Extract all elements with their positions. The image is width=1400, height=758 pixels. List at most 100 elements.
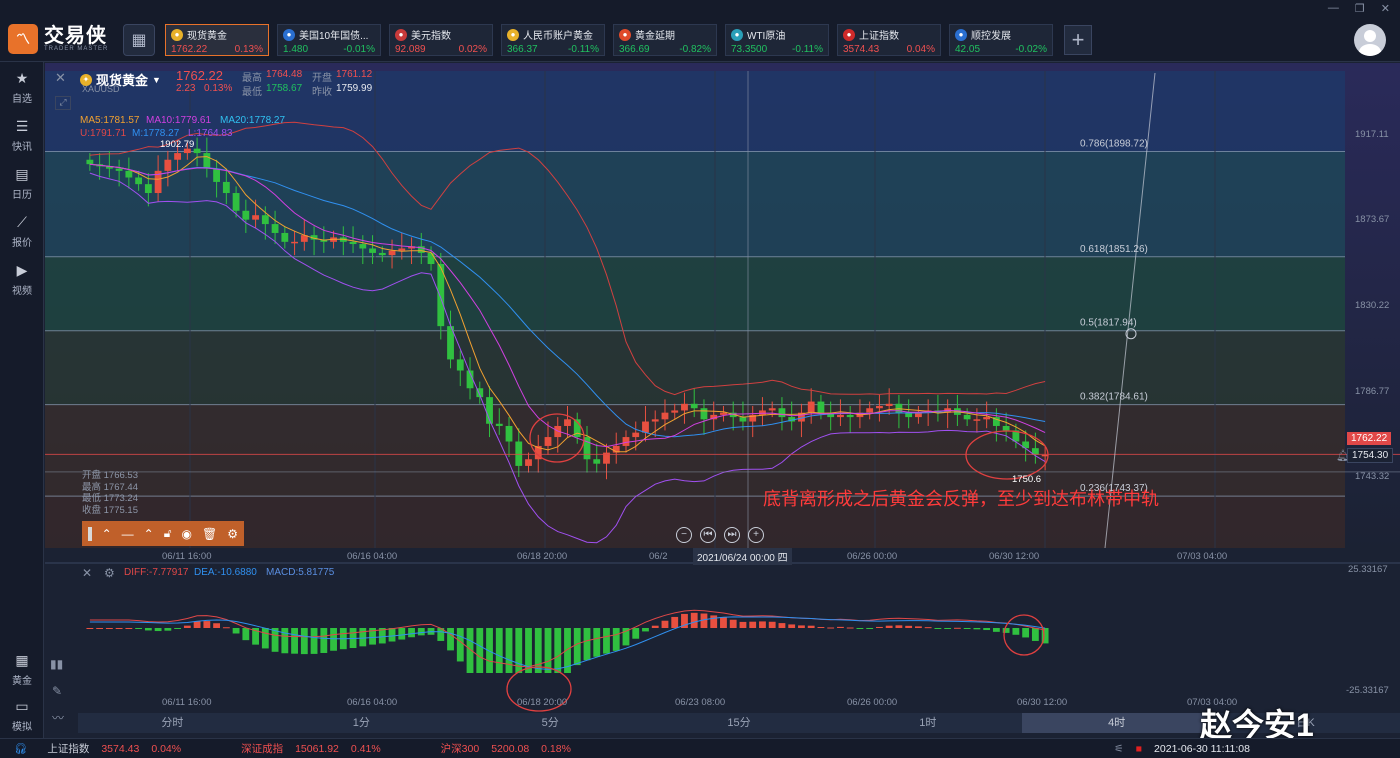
trash-icon[interactable]: 🗑︎ [202, 526, 218, 541]
sidebar-item-4[interactable]: ▶ 视频 [0, 262, 44, 297]
macd-bar [944, 628, 952, 629]
time-axis-label: 06/30 12:00 [989, 551, 1039, 562]
macd-bar [895, 625, 903, 628]
sidebar-item-label: 日历 [12, 190, 32, 201]
macd-bar [798, 625, 805, 628]
sidebar-item-1[interactable]: ☰ 快讯 [0, 118, 44, 153]
tab-3[interactable]: ● 人民币账户黄金 366.37 -0.11% [501, 24, 605, 56]
avatar[interactable] [1354, 24, 1386, 56]
candle [320, 239, 328, 242]
ohlc-row: 最低 1773.24 [82, 493, 138, 504]
headset-icon[interactable]: 🎧︎ [14, 743, 28, 755]
macd-bar [437, 628, 445, 641]
close-icon[interactable]: ✕ [1380, 3, 1390, 15]
indicator-icon[interactable]: ▮▮ [50, 657, 64, 671]
chevron-up-icon[interactable]: ⌃ [101, 526, 112, 541]
annotation-ellipse [529, 413, 585, 463]
tab-6[interactable]: ● 上证指数 3574.43 0.04% [837, 24, 941, 56]
tab-price: 42.05 [955, 44, 981, 55]
candle [573, 419, 581, 438]
candle [661, 412, 669, 420]
close-indicator-icon[interactable]: ✕ [82, 566, 93, 580]
tab-2[interactable]: ● 美元指数 92.089 0.02% [389, 24, 493, 56]
tab-label: 现货黄金 [187, 31, 227, 42]
tab-change: 0.02% [458, 44, 487, 55]
expand-icon[interactable]: ⤢ [55, 96, 71, 110]
chevron-up-icon[interactable]: ⌃ [143, 526, 154, 541]
symbol-name[interactable]: 现货黄金 [96, 73, 149, 88]
macd-bar [1002, 628, 1010, 633]
sidebar: ★ 自选 ☰ 快讯 ▤ 日历 ⟋ 报价 ▶ 视频 ▦ 黄金 ▭ 模拟 [0, 62, 44, 738]
line-style-icon[interactable]: — [121, 526, 134, 541]
fib-band [45, 496, 1345, 548]
macd-bar [583, 628, 591, 661]
boll-upper-line [89, 121, 1046, 396]
sidebar-item-2[interactable]: ▤ 日历 [0, 166, 44, 201]
candle [593, 459, 601, 464]
macd-bar [729, 619, 737, 628]
settings-icon[interactable]: ⚙︎ [104, 566, 115, 580]
settings-icon[interactable]: ⚙︎ [227, 526, 238, 541]
sidebar-item-0[interactable]: ★ 自选 [0, 70, 44, 105]
period-tab[interactable]: 4时 [1022, 713, 1212, 733]
pencil-icon[interactable]: ✎ [52, 684, 63, 698]
candle [885, 403, 893, 407]
gold-coin-icon: ● [171, 28, 183, 41]
chevron-down-icon[interactable]: ▼ [152, 74, 161, 85]
period-tab[interactable]: 5分 [541, 717, 559, 729]
grid-menu-button[interactable]: ▦ [123, 24, 155, 56]
zoom-in-icon[interactable]: + [748, 527, 764, 543]
sse-icon: ● [843, 28, 855, 41]
tab-5[interactable]: ● WTI原油 73.3500 -0.11% [725, 24, 829, 56]
macd-bar [1041, 628, 1049, 644]
sidebar-item-3[interactable]: ⟋ 报价 [0, 214, 44, 249]
close-chart-icon[interactable]: ✕ [55, 70, 66, 85]
sidebar-bottom-item-1[interactable]: ▭ 模拟 [0, 698, 44, 733]
skip-forward-icon[interactable]: ⏭ [724, 527, 740, 543]
chart-svg[interactable]: 0.786(1898.72) 0.618(1851.26) 0.5(1817.94)… [45, 63, 1400, 718]
period-tab[interactable]: 1分 [352, 717, 370, 729]
status-item-name[interactable]: 上证指数 [47, 743, 90, 755]
macd-diff-line [89, 609, 1046, 668]
candle [837, 414, 844, 418]
status-item-name[interactable]: 深证成指 [241, 743, 284, 755]
tab-1[interactable]: ● 美国10年国债... 1.480 -0.01% [277, 24, 381, 56]
symbol-code: XAUUSD [82, 84, 120, 94]
period-tab[interactable]: 15分 [727, 717, 751, 729]
sidebar-bottom-item-0[interactable]: ▦ 黄金 [0, 652, 44, 687]
color-swatch[interactable] [88, 526, 92, 541]
candle [778, 408, 786, 418]
zoom-out-icon[interactable]: − [676, 527, 692, 543]
candle [1002, 425, 1010, 431]
crosshair-time-tag: 2021/06/24 00:00 四 [693, 548, 792, 565]
window-controls: — ❐ ✕ [1328, 2, 1390, 15]
period-tab[interactable]: 日K [1296, 717, 1315, 729]
status-item-name[interactable]: 沪深300 [440, 743, 480, 755]
tab-4[interactable]: ● 黄金延期 366.69 -0.82% [613, 24, 717, 56]
annotation-ellipse [1003, 614, 1045, 656]
bell-icon[interactable]: 🔔︎ [1336, 450, 1350, 462]
macd-bar [252, 628, 259, 645]
tab-0[interactable]: ● 现货黄金 1762.22 0.13% [165, 24, 269, 56]
period-tab[interactable]: 1时 [919, 717, 937, 729]
tab-price: 73.3500 [731, 44, 768, 55]
macd-background [45, 563, 1400, 718]
period-tab[interactable]: 分时 [161, 717, 184, 729]
disconnect-icon[interactable]: ⚟ [1114, 742, 1124, 755]
restore-icon[interactable]: ❐ [1354, 3, 1365, 15]
candle [144, 184, 152, 194]
add-tab-button[interactable]: + [1064, 25, 1092, 55]
macd-bar [603, 628, 610, 654]
candle [476, 388, 484, 398]
eye-icon[interactable]: ◉ [181, 526, 192, 541]
chart-area[interactable]: 0.786(1898.72) 0.618(1851.26) 0.5(1817.94)… [45, 63, 1400, 718]
macd-bar [856, 628, 864, 629]
candle [866, 408, 874, 413]
candle [642, 421, 649, 433]
chart-type-icon[interactable]: 〰 [52, 711, 65, 725]
minimize-icon[interactable]: — [1327, 2, 1339, 14]
logo-icon: 〽 [8, 24, 38, 54]
skip-back-icon[interactable]: ⏮ [700, 527, 716, 543]
tab-7[interactable]: ● 顺控发展 42.05 -0.02% [949, 24, 1053, 56]
lock-icon[interactable]: 🔓︎ [163, 526, 172, 540]
